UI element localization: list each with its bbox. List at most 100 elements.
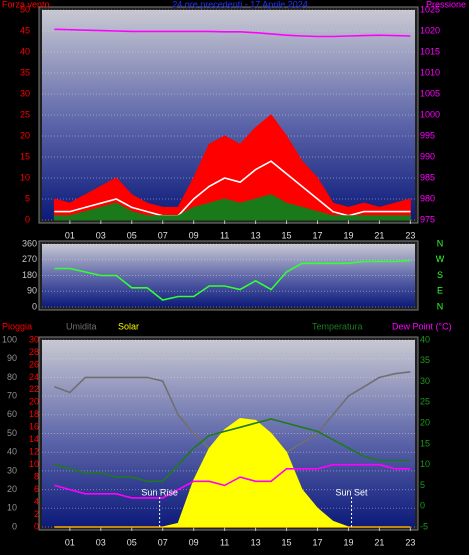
y-tick-label: 100 — [2, 334, 17, 344]
legend-label: Pioggia — [2, 321, 32, 331]
y2-tick-label: N — [437, 301, 444, 311]
y2-tick-label: 985 — [420, 172, 435, 182]
y2-tick-label: 1000 — [420, 109, 440, 119]
y3-tick-label: 28 — [29, 347, 39, 357]
y2-axis-label: Pressione — [426, 0, 466, 9]
y3-tick-label: 0 — [34, 521, 39, 531]
x-tick-label: 19 — [343, 537, 353, 547]
y2-tick-label: 1010 — [420, 67, 440, 77]
y2-tick-label: 15 — [420, 438, 430, 448]
y-tick-label: 30 — [7, 465, 17, 475]
y2-tick-label: 1005 — [420, 88, 440, 98]
y-tick-label: 40 — [7, 447, 17, 457]
x-tick-label: 13 — [251, 230, 261, 240]
y2-tick-label: W — [436, 254, 445, 264]
y2-tick-label: 980 — [420, 193, 435, 203]
y-tick-label: 25 — [20, 109, 30, 119]
y2-tick-label: 975 — [420, 214, 435, 224]
y-tick-label: 35 — [20, 67, 30, 77]
y-tick-label: 80 — [7, 372, 17, 382]
y3-tick-label: 24 — [29, 372, 39, 382]
y-tick-label: 5 — [25, 193, 30, 203]
y-tick-label: 20 — [7, 484, 17, 494]
y3-tick-label: 16 — [29, 422, 39, 432]
y-tick-label: 0 — [32, 301, 37, 311]
x-tick-label: 03 — [96, 230, 106, 240]
y-tick-label: 50 — [7, 428, 17, 438]
legend-label: Umidita — [66, 321, 97, 331]
x-tick-label: 07 — [158, 537, 168, 547]
x-tick-label: 13 — [251, 537, 261, 547]
area — [54, 417, 411, 528]
y3-tick-label: 6 — [34, 484, 39, 494]
area — [53, 194, 411, 221]
y3-tick-label: 2 — [34, 509, 39, 519]
y-tick-label: 40 — [20, 46, 30, 56]
x-tick-label: 23 — [405, 230, 415, 240]
y3-tick-label: 22 — [29, 384, 39, 394]
y-tick-label: 90 — [7, 353, 17, 363]
x-tick-label: 21 — [374, 230, 384, 240]
x-tick-label: 11 — [220, 230, 229, 240]
y-tick-label: 180 — [22, 270, 37, 280]
y3-tick-label: 14 — [29, 434, 39, 444]
x-tick-label: 19 — [343, 230, 353, 240]
x-tick-label: 09 — [189, 230, 199, 240]
y2-tick-label: N — [437, 238, 444, 248]
y2-tick-label: 1015 — [420, 46, 440, 56]
legend-label: Temperatura — [312, 321, 363, 331]
y-tick-label: 15 — [20, 151, 30, 161]
x-tick-label: 11 — [220, 537, 229, 547]
y-tick-label: 10 — [7, 503, 17, 513]
y2-tick-label: -5 — [420, 521, 428, 531]
annotation: Sun Rise — [141, 487, 178, 497]
y3-tick-label: 20 — [29, 397, 39, 407]
x-tick-label: 01 — [65, 230, 75, 240]
y-tick-label: 270 — [22, 254, 37, 264]
y-tick-label: 45 — [20, 25, 30, 35]
legend-label: Dew Point (°C) — [392, 321, 452, 331]
x-tick-label: 21 — [374, 537, 384, 547]
y3-tick-label: 30 — [29, 334, 39, 344]
x-tick-label: 05 — [127, 230, 137, 240]
y2-tick-label: 1020 — [420, 25, 440, 35]
y2-tick-label: S — [437, 270, 443, 280]
annotation: Sun Set — [336, 487, 369, 497]
y-tick-label: 70 — [7, 390, 17, 400]
y-tick-label: 20 — [20, 130, 30, 140]
x-tick-label: 17 — [312, 230, 322, 240]
y2-tick-label: 995 — [420, 130, 435, 140]
y-tick-label: 90 — [27, 286, 37, 296]
y3-tick-label: 12 — [29, 447, 39, 457]
y3-tick-label: 26 — [29, 359, 39, 369]
x-tick-label: 09 — [189, 537, 199, 547]
y2-tick-label: 35 — [420, 355, 430, 365]
y2-tick-label: 1025 — [420, 4, 440, 14]
x-tick-label: 15 — [282, 230, 292, 240]
line — [54, 160, 411, 217]
line — [54, 418, 411, 483]
y2-tick-label: E — [437, 286, 443, 296]
y-tick-label: 0 — [25, 214, 30, 224]
y2-tick-label: 5 — [420, 480, 425, 490]
y3-tick-label: 8 — [34, 472, 39, 482]
y3-tick-label: 18 — [29, 409, 39, 419]
y-tick-label: 0 — [12, 521, 17, 531]
y2-tick-label: 20 — [420, 417, 430, 427]
y-axis-label: Forza vento — [2, 0, 50, 9]
y2-tick-label: 0 — [420, 501, 425, 511]
line — [54, 28, 411, 38]
x-tick-label: 17 — [312, 537, 322, 547]
x-tick-label: 23 — [405, 537, 415, 547]
line — [54, 463, 411, 499]
y-tick-label: 60 — [7, 409, 17, 419]
legend-label: Solar — [118, 321, 139, 331]
x-tick-label: 07 — [158, 230, 168, 240]
y2-tick-label: 30 — [420, 376, 430, 386]
y3-tick-label: 4 — [34, 496, 39, 506]
line — [54, 259, 411, 301]
y2-tick-label: 10 — [420, 459, 430, 469]
y3-tick-label: 10 — [29, 459, 39, 469]
area — [53, 114, 411, 221]
